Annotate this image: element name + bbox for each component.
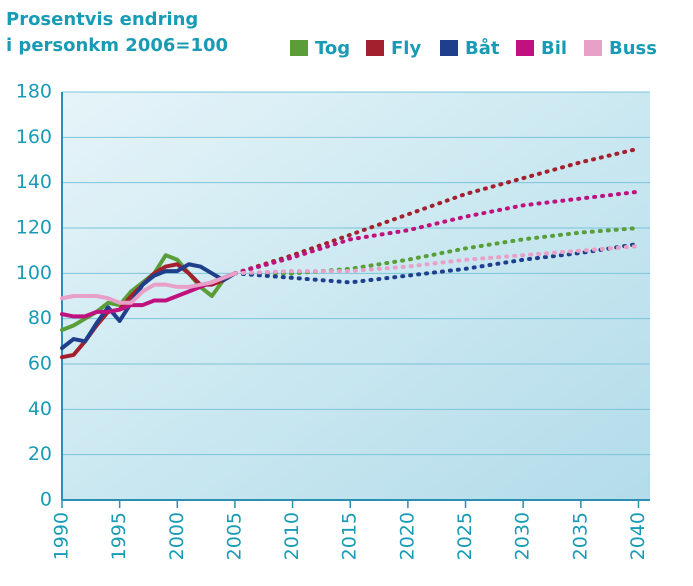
x-tick-label: 2025 (454, 512, 476, 560)
y-tick-label: 80 (28, 307, 52, 329)
y-tick-label: 20 (28, 443, 52, 465)
legend-swatch (366, 40, 384, 56)
x-tick-label: 1990 (51, 512, 73, 560)
y-tick-label: 180 (16, 81, 52, 103)
x-tick-label: 2015 (339, 512, 361, 560)
x-tick-label: 1995 (108, 512, 130, 560)
y-tick-label: 100 (16, 262, 52, 284)
x-tick-label: 2035 (569, 512, 591, 560)
y-tick-label: 0 (40, 489, 52, 511)
y-tick-label: 140 (16, 171, 52, 193)
legend-label: Buss (609, 38, 657, 59)
projection-line (232, 189, 641, 276)
x-tick-label: 2005 (223, 512, 245, 560)
chart-title: Prosentvis endring (6, 9, 198, 30)
y-tick-label: 60 (28, 353, 52, 375)
projection-line (232, 244, 641, 276)
legend-swatch (440, 40, 458, 56)
line (60, 262, 237, 351)
legend-label: Bil (541, 38, 567, 59)
x-tick-label: 2020 (396, 512, 418, 560)
y-tick-label: 40 (28, 398, 52, 420)
y-tick-label: 120 (16, 217, 52, 239)
legend-swatch (584, 40, 602, 56)
x-tick-label: 2030 (512, 512, 534, 560)
x-tick-label: 2010 (281, 512, 303, 560)
projection-line (232, 241, 641, 285)
legend-swatch (290, 40, 308, 56)
legend-label: Tog (315, 38, 350, 59)
line (60, 271, 237, 305)
projection-line (232, 146, 641, 276)
legend-label: Fly (391, 38, 421, 59)
legend-swatch (516, 40, 534, 56)
x-tick-label: 2040 (627, 512, 649, 560)
y-tick-label: 160 (16, 126, 52, 148)
plot-background (62, 92, 650, 500)
legend-label: Båt (465, 37, 500, 59)
chart-subtitle: i personkm 2006=100 (6, 35, 228, 56)
x-tick-label: 2000 (166, 512, 188, 560)
